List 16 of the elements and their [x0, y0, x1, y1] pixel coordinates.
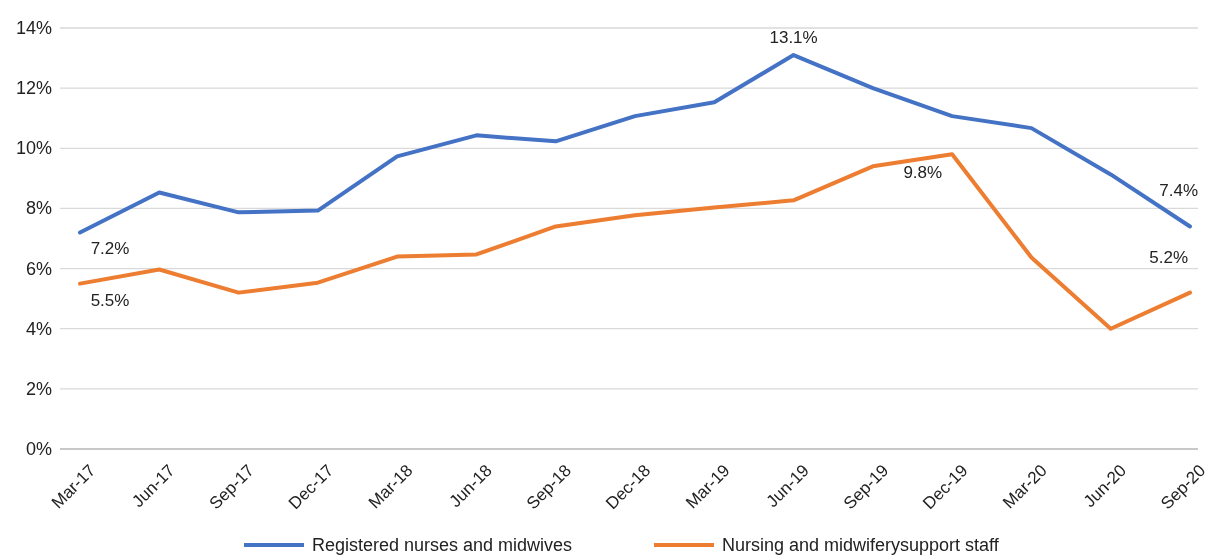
y-tick-label: 6%: [25, 258, 52, 279]
data-label: 5.5%: [90, 290, 130, 310]
legend-label: Registered nurses and midwives: [312, 535, 573, 555]
y-tick-label: 8%: [25, 198, 52, 219]
data-label: 7.2%: [90, 239, 130, 259]
data-label: 13.1%: [769, 28, 818, 48]
y-tick-label: 4%: [25, 318, 52, 339]
y-tick-label: 10%: [15, 138, 52, 159]
y-tick-label: 2%: [25, 378, 52, 399]
y-tick-label: 12%: [15, 78, 52, 99]
data-label: 5.2%: [1149, 247, 1188, 267]
y-tick-label: 14%: [15, 18, 52, 38]
data-label: 7.4%: [1159, 181, 1198, 201]
y-tick-label: 0%: [25, 439, 52, 459]
data-label: 9.8%: [903, 163, 943, 183]
legend-label: Nursing and midwiferysupport staff: [722, 535, 1000, 555]
